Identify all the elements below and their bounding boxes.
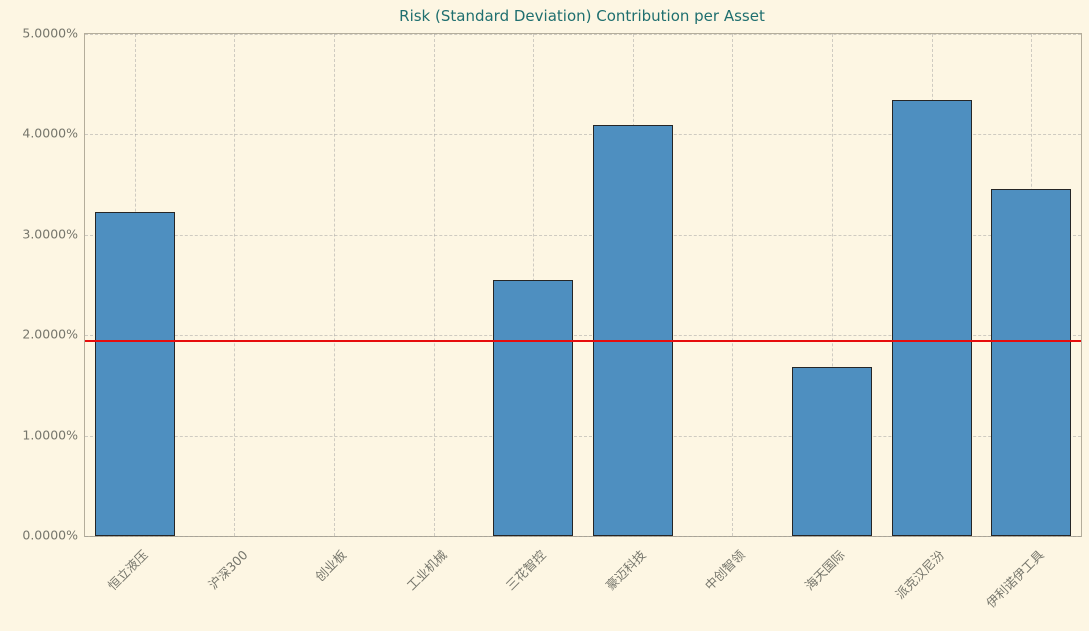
reference-line [85,340,1081,343]
gridline-v [433,34,435,536]
bar-8 [891,100,972,536]
x-tick-label: 伊利诺伊工具 [983,547,1047,611]
x-tick-label: 海天国际 [801,547,848,594]
y-tick-label: 4.0000% [22,125,78,141]
x-tick-label: 豪迈科技 [602,547,649,594]
x-tick-label: 三花智控 [502,547,549,594]
gridline-v [732,34,734,536]
bar-4 [493,279,574,536]
y-tick-label: 2.0000% [22,326,78,342]
chart-title: Risk (Standard Deviation) Contribution p… [399,7,765,25]
gridline-v [832,34,833,536]
y-tick-label: 3.0000% [22,226,78,242]
gridline-h [85,134,1081,136]
gridline-h [85,34,1081,35]
gridline-h [85,335,1081,337]
gridline-h [85,234,1081,236]
x-tick-label: 创业板 [312,547,350,585]
y-tick-label: 0.0000% [22,527,78,543]
y-tick-label: 1.0000% [22,427,78,443]
bar-0 [94,211,175,536]
bar-9 [991,188,1072,536]
gridline-v [234,34,236,536]
x-tick-label: 中创智领 [702,547,749,594]
x-tick-label: 派克汉尼汾 [892,547,948,602]
gridline-v [334,34,335,536]
plot-area [84,33,1082,537]
gridline-h [85,536,1081,537]
gridline-h [85,435,1081,437]
bar-7 [792,367,872,536]
x-tick-label: 沪深300 [204,547,251,593]
x-tick-label: 恒立液压 [104,547,151,594]
x-tick-label: 工业机械 [403,547,450,594]
y-tick-label: 5.0000% [22,25,78,41]
bar-5 [592,125,673,536]
